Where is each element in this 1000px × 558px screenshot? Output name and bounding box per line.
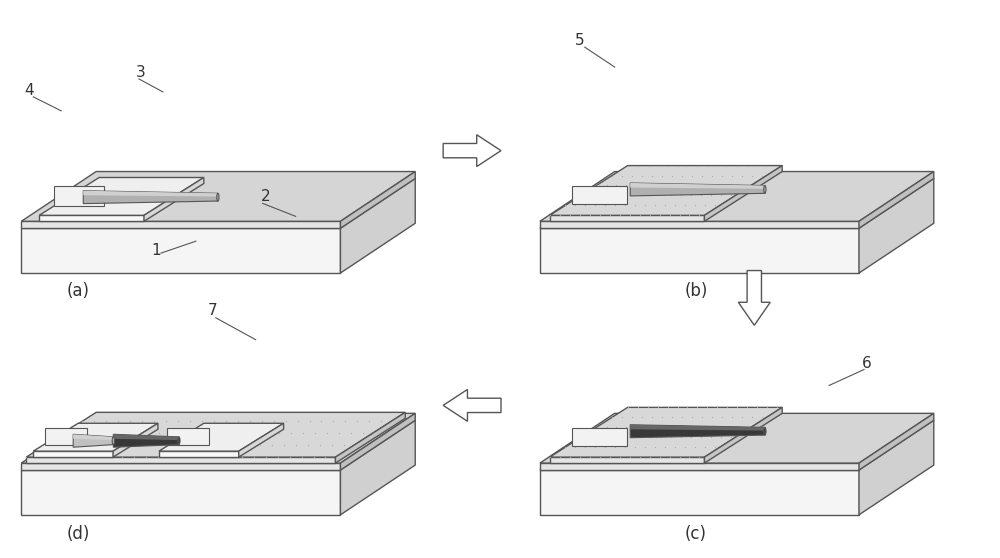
Polygon shape <box>73 434 113 440</box>
Text: (b): (b) <box>684 282 708 300</box>
Text: 4: 4 <box>24 83 34 98</box>
Polygon shape <box>33 451 113 457</box>
Ellipse shape <box>764 186 766 193</box>
Polygon shape <box>859 171 934 228</box>
Polygon shape <box>21 222 340 228</box>
Text: 7: 7 <box>208 303 218 318</box>
Text: (d): (d) <box>66 525 90 543</box>
Polygon shape <box>443 389 501 421</box>
Text: (c): (c) <box>684 525 706 543</box>
Polygon shape <box>550 457 704 463</box>
Polygon shape <box>144 177 204 222</box>
Polygon shape <box>39 215 144 222</box>
Polygon shape <box>21 179 415 228</box>
Polygon shape <box>340 171 415 228</box>
Polygon shape <box>45 428 87 445</box>
Polygon shape <box>738 271 770 325</box>
Polygon shape <box>113 434 179 440</box>
Polygon shape <box>704 407 782 463</box>
Ellipse shape <box>178 437 180 445</box>
Polygon shape <box>21 228 340 273</box>
Polygon shape <box>550 215 704 222</box>
Polygon shape <box>540 179 934 228</box>
Polygon shape <box>630 425 765 437</box>
Polygon shape <box>159 424 284 451</box>
Polygon shape <box>26 457 335 463</box>
Text: 6: 6 <box>862 355 872 371</box>
Polygon shape <box>26 412 405 457</box>
Ellipse shape <box>112 437 114 445</box>
Polygon shape <box>21 420 415 470</box>
Polygon shape <box>167 428 209 445</box>
Polygon shape <box>630 425 765 431</box>
Text: (a): (a) <box>66 282 89 300</box>
Polygon shape <box>550 166 782 215</box>
Polygon shape <box>540 171 934 222</box>
Polygon shape <box>335 412 405 463</box>
Text: 5: 5 <box>575 33 585 48</box>
Ellipse shape <box>217 193 219 201</box>
Polygon shape <box>159 451 239 457</box>
Polygon shape <box>859 179 934 273</box>
Polygon shape <box>340 413 415 470</box>
Polygon shape <box>540 470 859 515</box>
Polygon shape <box>540 420 934 470</box>
Polygon shape <box>113 434 179 447</box>
Polygon shape <box>630 183 765 189</box>
Polygon shape <box>239 424 284 457</box>
Polygon shape <box>704 166 782 222</box>
Polygon shape <box>73 434 113 447</box>
Polygon shape <box>21 463 340 470</box>
Polygon shape <box>630 183 765 196</box>
Polygon shape <box>550 407 782 457</box>
Polygon shape <box>540 463 859 470</box>
Polygon shape <box>572 186 627 204</box>
Polygon shape <box>83 191 218 196</box>
Text: 1: 1 <box>151 243 161 258</box>
Polygon shape <box>83 191 218 204</box>
Text: 2: 2 <box>261 189 270 204</box>
Polygon shape <box>21 171 415 222</box>
Polygon shape <box>572 428 627 446</box>
Polygon shape <box>340 420 415 515</box>
Text: 3: 3 <box>136 65 146 80</box>
Polygon shape <box>859 413 934 470</box>
Polygon shape <box>33 424 158 451</box>
Polygon shape <box>21 413 415 463</box>
Polygon shape <box>540 222 859 228</box>
Polygon shape <box>540 228 859 273</box>
Polygon shape <box>859 420 934 515</box>
Polygon shape <box>113 424 158 457</box>
Polygon shape <box>540 413 934 463</box>
Ellipse shape <box>764 427 766 435</box>
Polygon shape <box>443 134 501 166</box>
Polygon shape <box>39 177 204 215</box>
Polygon shape <box>340 179 415 273</box>
Polygon shape <box>21 470 340 515</box>
Polygon shape <box>54 186 104 206</box>
